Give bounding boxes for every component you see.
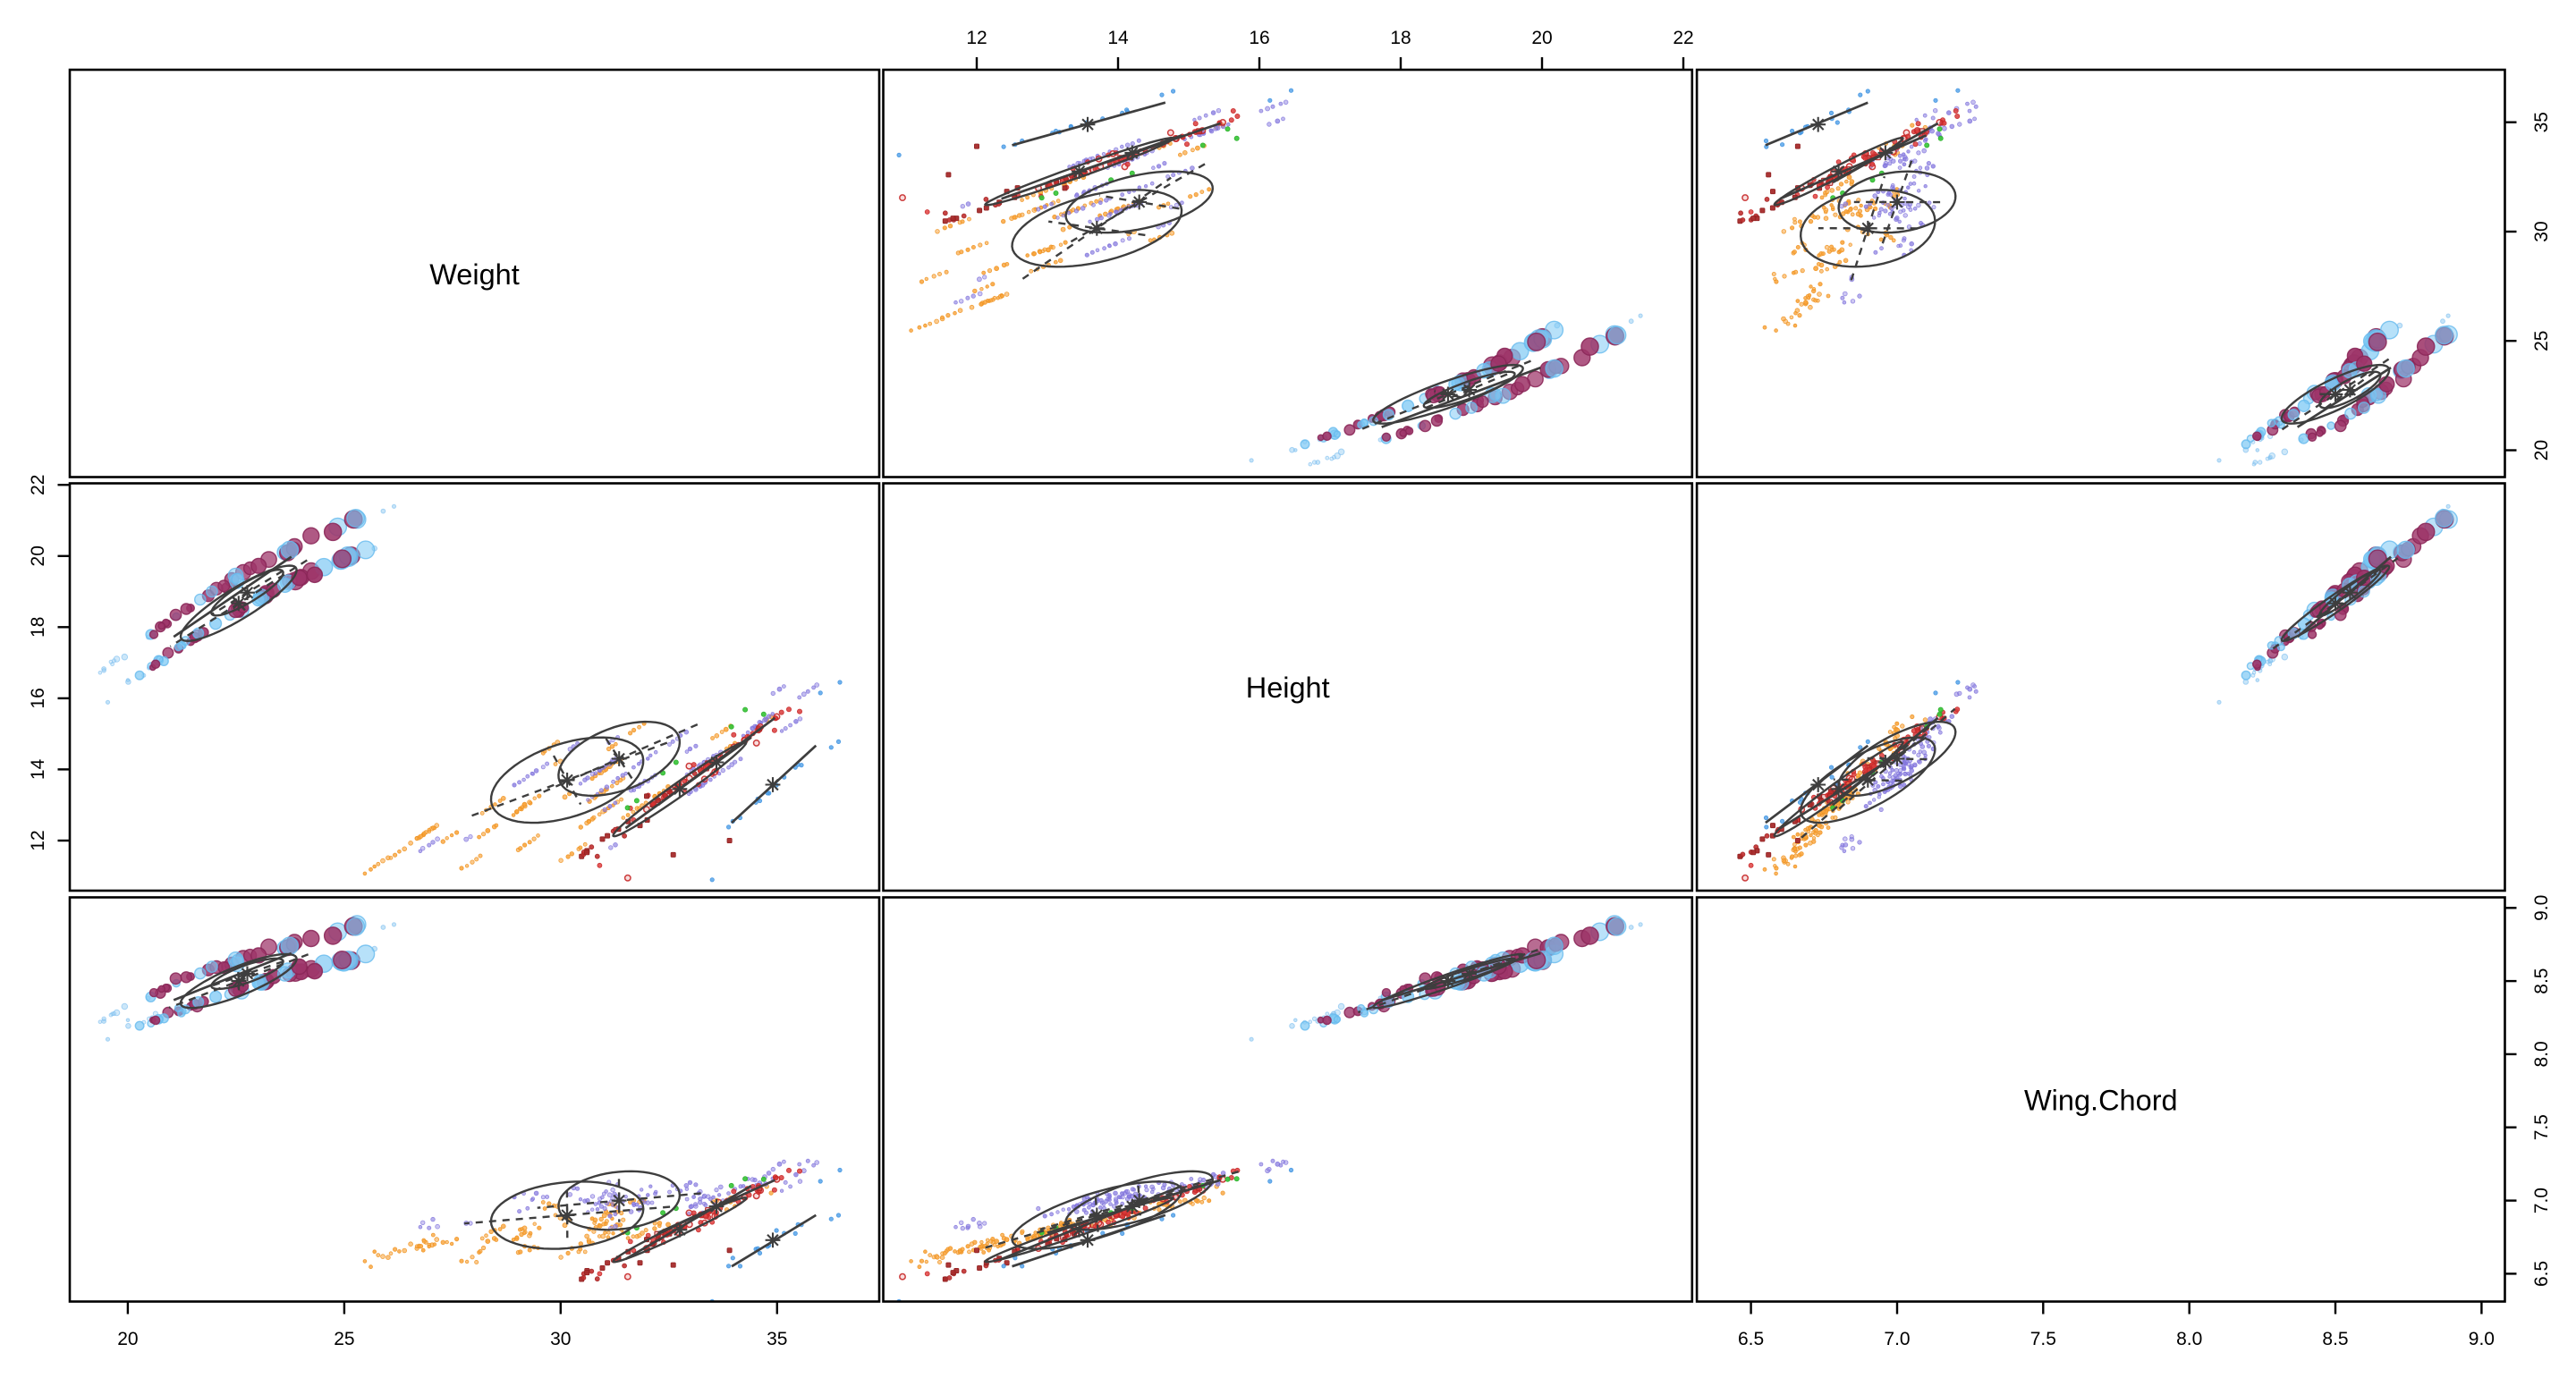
svg-text:30: 30 — [2531, 221, 2552, 241]
svg-text:16: 16 — [28, 688, 48, 708]
svg-text:7.0: 7.0 — [1884, 1329, 1910, 1349]
svg-text:30: 30 — [550, 1329, 571, 1349]
svg-text:18: 18 — [28, 617, 48, 638]
svg-text:25: 25 — [334, 1329, 354, 1349]
svg-text:8.5: 8.5 — [2531, 968, 2552, 993]
svg-text:8.0: 8.0 — [2176, 1329, 2202, 1349]
svg-text:20: 20 — [2531, 440, 2552, 461]
svg-text:20: 20 — [117, 1329, 138, 1349]
svg-text:20: 20 — [28, 545, 48, 566]
svg-text:6.5: 6.5 — [2531, 1261, 2552, 1287]
svg-text:25: 25 — [2531, 331, 2552, 351]
svg-text:7.5: 7.5 — [2531, 1114, 2552, 1140]
svg-text:9.0: 9.0 — [2469, 1329, 2495, 1349]
svg-text:22: 22 — [1673, 28, 1693, 48]
svg-text:14: 14 — [1107, 28, 1129, 48]
svg-text:22: 22 — [28, 475, 48, 495]
svg-text:7.0: 7.0 — [2531, 1188, 2552, 1213]
svg-text:8.5: 8.5 — [2322, 1329, 2348, 1349]
svg-text:12: 12 — [28, 830, 48, 850]
svg-text:8.0: 8.0 — [2531, 1041, 2552, 1067]
svg-text:35: 35 — [767, 1329, 787, 1349]
svg-text:6.5: 6.5 — [1738, 1329, 1764, 1349]
svg-text:Wing.Chord: Wing.Chord — [2024, 1085, 2178, 1117]
svg-text:20: 20 — [1531, 28, 1552, 48]
svg-text:Weight: Weight — [429, 258, 520, 291]
svg-text:16: 16 — [1249, 28, 1269, 48]
svg-text:12: 12 — [966, 28, 987, 48]
svg-text:35: 35 — [2531, 112, 2552, 132]
svg-text:Height: Height — [1246, 672, 1330, 704]
svg-text:7.5: 7.5 — [2030, 1329, 2056, 1349]
svg-text:18: 18 — [1390, 28, 1411, 48]
svg-text:9.0: 9.0 — [2531, 895, 2552, 921]
svg-text:14: 14 — [28, 758, 48, 780]
